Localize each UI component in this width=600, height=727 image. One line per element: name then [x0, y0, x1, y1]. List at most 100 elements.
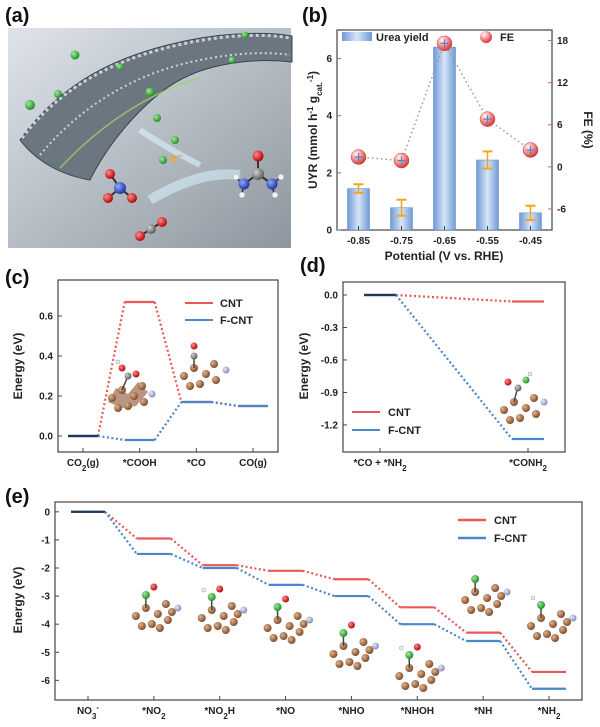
y-axis-title-d: Energy (eV): [297, 333, 311, 400]
connector: [104, 511, 138, 555]
legend-swatch-urea: [342, 32, 372, 41]
left-tick-label: 0: [326, 226, 332, 237]
right-tick-label: -6: [557, 204, 566, 215]
nanotube-picture: [19, 32, 293, 181]
legend-label-fe: FE: [500, 32, 514, 44]
left-tick-label: 2: [326, 168, 332, 179]
x-tick-label: -0.75: [390, 236, 413, 247]
y-tick-label: -0.3: [321, 323, 339, 334]
y-tick-label: -3: [41, 592, 50, 603]
legend-e: CNT F-CNT: [458, 515, 527, 545]
legend-label-fcnt-e: F-CNT: [494, 533, 527, 545]
legend-label-fcnt-c: F-CNT: [220, 315, 253, 327]
connector: [236, 564, 269, 572]
x-tick-label: *NO2H: [204, 706, 235, 721]
x-tick-label: CO(g): [239, 458, 267, 469]
x-axis-ticks: -0.85 -0.75 -0.65 -0.55 -0.45: [347, 226, 542, 247]
fe-markers: [350, 35, 539, 169]
x-tick-label: *NH: [474, 706, 492, 717]
panel-d: (d) 0.0 -0.3 -0.6 -0.9 -1.2 *CO + *NH2 *CONH2…: [297, 255, 566, 473]
urea-yield-bar: [476, 159, 499, 231]
x-axis-ticks-e: NO3- *NO2 *NO2H *NO *NHO *NHOH *NH *NH2: [77, 696, 561, 721]
error-bar: [482, 150, 493, 170]
y-axis-ticks-c: 0.0 0.2 0.4 0.6: [39, 312, 62, 443]
svg-text:e⁻: e⁻: [170, 151, 183, 165]
legend-b: Urea yield FE: [342, 31, 514, 44]
y-axis-ticks-d: 0.0 -0.3 -0.6 -0.9 -1.2: [321, 290, 347, 431]
connector: [170, 537, 204, 567]
legend-label-cnt-e: CNT: [494, 515, 517, 527]
x-tick-label: -0.85: [347, 236, 370, 247]
panel-letter-b: (b): [302, 5, 328, 27]
adsorbate-structure: [395, 643, 445, 692]
fe-marker: [479, 111, 496, 127]
plot-frame-c: [57, 279, 279, 453]
x-tick-label: *COOH: [123, 458, 157, 469]
connector: [499, 640, 533, 690]
co2-electron-arrow: e⁻: [147, 151, 241, 205]
x-axis-title-b: Potential (V vs. RHE): [385, 249, 504, 263]
plot-frame-e: [54, 501, 583, 701]
y-tick-label: 0.0: [324, 290, 338, 301]
y-tick-label: 0.6: [39, 312, 53, 323]
y-tick-label: -0.9: [321, 388, 339, 399]
f-cnt-series: [364, 293, 544, 441]
adsorbate-structure: [461, 575, 511, 616]
x-tick-label: NO3-: [77, 703, 99, 721]
f-cnt-series: [71, 510, 566, 690]
panel-letter-c: (c): [5, 267, 29, 289]
error-bar: [353, 183, 364, 194]
structure-conh2-d: [500, 371, 548, 424]
x-tick-label: *NHO: [338, 706, 364, 717]
y-tick-label: -1: [41, 535, 50, 546]
y-tick-label: -5: [41, 648, 50, 659]
y-axis-title-e: Energy (eV): [11, 567, 25, 634]
x-axis-ticks-d: *CO + *NH2 *CONH2: [353, 448, 547, 473]
y-tick-label: -0.6: [321, 355, 339, 366]
right-tick-label: 0: [557, 162, 563, 173]
connector: [367, 578, 402, 609]
right-tick-label: 12: [557, 78, 569, 89]
error-bar: [396, 198, 407, 217]
right-tick-label: 6: [557, 120, 563, 131]
connector: [236, 567, 270, 586]
panel-a: (a): [5, 5, 293, 248]
left-tick-label: 4: [326, 111, 332, 122]
legend-label-cnt-d: CNT: [388, 407, 411, 419]
x-axis-ticks-c: CO2(g) *COOH *CO CO(g): [67, 448, 267, 473]
panel-letter-e: (e): [5, 486, 29, 508]
y2-axis-title-b: FE (%): [581, 111, 595, 148]
x-tick-label: *CO: [187, 458, 206, 469]
left-axis-ticks: 0 2 4 6: [326, 54, 341, 237]
x-tick-label: *NHOH: [401, 706, 434, 717]
energy-profile-c: [68, 300, 268, 442]
error-bar: [525, 204, 536, 221]
cnt-illustration: e⁻: [8, 28, 293, 248]
urea-molecule: [232, 150, 285, 199]
y-tick-label: 0.0: [39, 432, 53, 443]
adsorbate-structure: [131, 583, 182, 632]
legend-d: CNT F-CNT: [352, 407, 421, 437]
right-axis-ticks: -6 0 6 12 18: [548, 36, 569, 215]
connector: [97, 434, 125, 442]
legend-swatch-fe: [480, 31, 492, 43]
y-tick-label: -1.2: [321, 420, 339, 431]
x-tick-label: *NO2: [142, 706, 166, 721]
connector: [433, 623, 467, 642]
y-tick-label: 0.2: [39, 392, 53, 403]
connector: [367, 595, 402, 625]
connector: [499, 631, 533, 673]
x-tick-label: *NH2: [538, 706, 561, 721]
adsorbate-structure: [527, 595, 577, 642]
panel-letter-a: (a): [5, 5, 29, 27]
co2-molecule: [135, 217, 167, 241]
y-tick-label: -4: [41, 620, 50, 631]
x-tick-label: *NO: [276, 706, 295, 717]
urea-yield-bar: [433, 46, 456, 231]
x-tick-label: CO2(g): [67, 458, 99, 473]
panel-letter-d: (d): [300, 255, 326, 277]
y-tick-label: 0.4: [39, 352, 53, 363]
legend-label-fcnt-d: F-CNT: [388, 425, 421, 437]
urea-yield-bar: [347, 188, 370, 231]
